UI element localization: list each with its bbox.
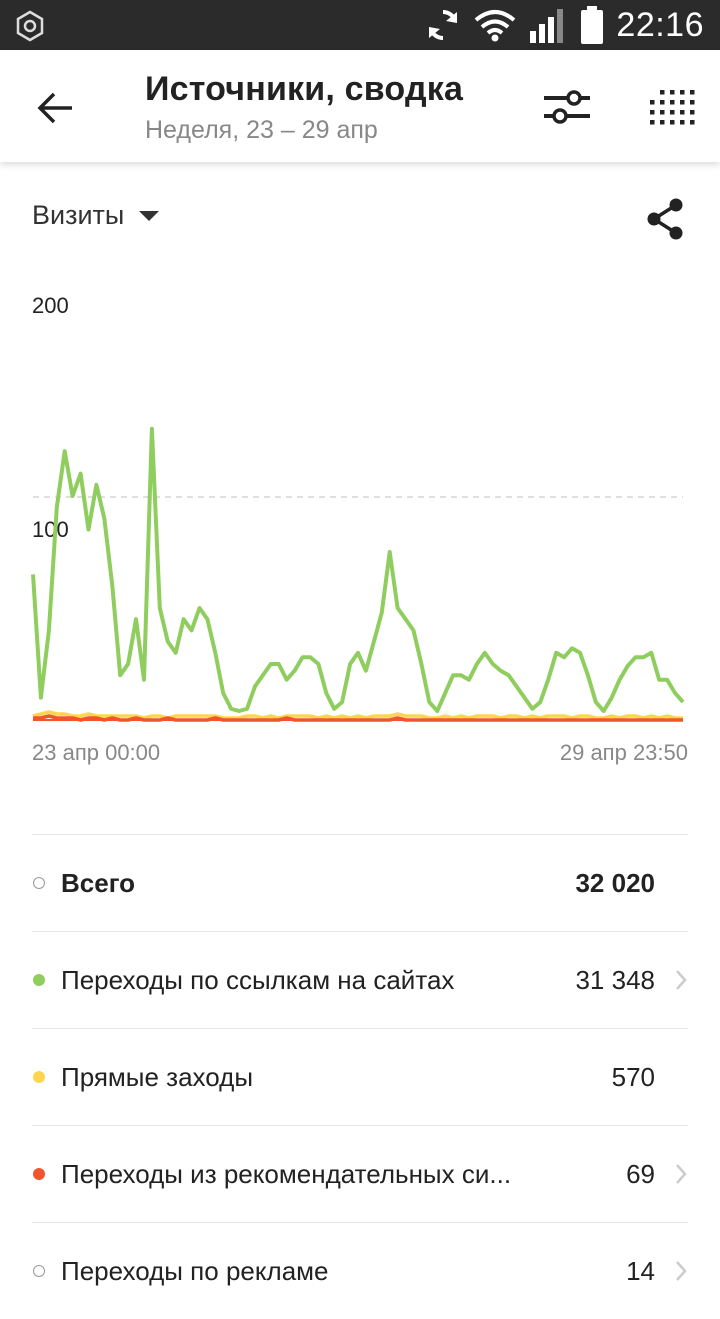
triangle-down-icon (139, 210, 160, 221)
legend-dot (33, 1071, 45, 1083)
battery-icon (581, 6, 604, 44)
signal-icon (530, 9, 564, 43)
page-title: Источники, сводка (145, 70, 464, 108)
sources-summary-list: Всего 32 020 Переходы по ссылкам на сайтах… (32, 834, 688, 1319)
app-bar: Источники, сводка Неделя, 23 – 29 апр (0, 50, 720, 162)
summary-row[interactable]: Переходы по рекламе 14 (32, 1222, 688, 1319)
summary-row-value: 69 (626, 1158, 655, 1189)
sync-icon (429, 10, 458, 40)
summary-row-value: 31 348 (575, 964, 655, 995)
summary-row-label: Переходы из рекомендательных си... (61, 1158, 512, 1189)
legend-dot (33, 974, 45, 986)
wifi-icon (475, 10, 516, 42)
summary-row-label: Прямые заходы (61, 1061, 254, 1092)
page-subtitle: Неделя, 23 – 29 апр (145, 116, 378, 144)
visits-line-chart: 200 100 (31, 293, 685, 722)
filter-sliders-icon[interactable] (540, 86, 596, 130)
legend-dot (33, 1168, 45, 1180)
chevron-right-icon[interactable] (674, 1259, 688, 1283)
arrow-back-icon[interactable] (28, 80, 84, 136)
summary-row-value: 570 (611, 1061, 655, 1092)
summary-row[interactable]: Переходы по ссылкам на сайтах 31 348 (32, 931, 688, 1028)
summary-row[interactable]: Переходы из рекомендательных си... 69 (32, 1125, 688, 1222)
app-notification-icon (16, 10, 44, 42)
share-icon[interactable] (640, 194, 690, 244)
series-line-1 (32, 710, 683, 720)
summary-row: Всего 32 020 (32, 834, 688, 931)
status-bar: 22:16 (0, 0, 720, 50)
x-axis-end-label: 29 апр 23:50 (559, 740, 688, 765)
metric-selector[interactable]: Визиты (32, 200, 160, 231)
legend-dot (33, 877, 45, 889)
metric-label: Визиты (32, 200, 125, 230)
status-time: 22:16 (616, 5, 704, 44)
grid-dots-icon[interactable] (646, 86, 698, 130)
chevron-right-icon[interactable] (674, 968, 688, 992)
summary-row-label: Переходы по ссылкам на сайтах (61, 964, 455, 995)
x-axis-start-label: 23 апр 00:00 (32, 740, 161, 765)
y-tick-label-200: 200 (32, 293, 69, 318)
chevron-right-icon[interactable] (674, 1162, 688, 1186)
summary-row-label: Всего (61, 867, 136, 898)
legend-dot (33, 1265, 45, 1277)
summary-row-value: 14 (626, 1255, 655, 1286)
summary-row: Прямые заходы 570 (32, 1028, 688, 1125)
series-line-0 (31, 426, 685, 713)
y-tick-label-100: 100 (32, 517, 69, 542)
summary-row-label: Переходы по рекламе (61, 1255, 329, 1286)
summary-row-value: 32 020 (575, 867, 655, 898)
